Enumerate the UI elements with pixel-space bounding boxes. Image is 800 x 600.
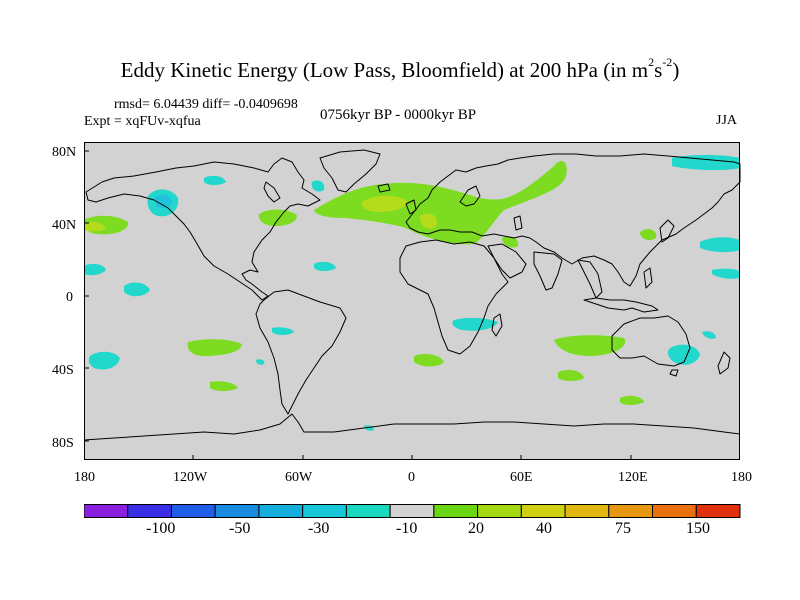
coastline-indonesia — [583, 297, 659, 313]
lon-tick-60w: 60W — [285, 470, 313, 485]
colorbar — [84, 504, 741, 518]
colorbar-label: 150 — [686, 520, 710, 537]
positive-anomaly-region — [210, 381, 238, 391]
colorbar-label: 20 — [468, 520, 484, 537]
colorbar-label: -100 — [146, 520, 176, 537]
colorbar-label: 75 — [615, 520, 631, 537]
negative-anomaly-region — [272, 327, 294, 335]
negative-anomaly-region — [124, 282, 150, 297]
period-label: 0756kyr BP - 0000kyr BP — [320, 107, 477, 123]
positive-anomaly-region — [314, 161, 567, 245]
lat-tick-80n: 80N — [52, 145, 77, 160]
positive-anomaly-region — [640, 229, 657, 240]
colorbar-swatch — [389, 504, 435, 518]
coastline-british-isles — [405, 199, 417, 215]
colorbar-swatch — [520, 504, 566, 518]
lon-tick-180e: 180 — [731, 470, 752, 485]
colorbar-swatch — [170, 504, 216, 518]
coastline-baltic — [459, 185, 481, 207]
lat-tick-40n: 40N — [52, 218, 77, 233]
colorbar-swatch — [214, 504, 260, 518]
world-map — [84, 142, 741, 460]
stats-label: rmsd= 6.04439 diff= -0.0409698 — [114, 97, 298, 112]
lon-tick-120e: 120E — [618, 470, 648, 485]
negative-anomaly-region — [700, 237, 740, 253]
positive-anomaly-region — [258, 209, 297, 226]
negative-anomaly-region — [154, 194, 172, 209]
colorbar-swatch — [608, 504, 654, 518]
lon-tick-60e: 60E — [510, 470, 533, 485]
coastline-greenland — [319, 149, 381, 193]
coastline-antarctica — [84, 413, 741, 441]
colorbar-label: 40 — [536, 520, 552, 537]
coastline-tasmania — [669, 369, 679, 377]
colorbar-swatch — [652, 504, 697, 518]
positive-anomaly-region — [84, 221, 106, 232]
positive-anomaly-region — [187, 339, 242, 356]
negative-anomaly-region — [88, 351, 120, 370]
colorbar-swatch — [345, 504, 391, 518]
positive-anomaly-region — [361, 195, 407, 212]
negative-anomaly-region — [256, 359, 265, 365]
negative-anomaly-region — [314, 261, 336, 271]
lat-tick-40s: 40S — [52, 363, 74, 378]
lon-tick-120w: 120W — [173, 470, 208, 485]
positive-anomaly-region — [554, 335, 626, 356]
coastline-caspian-sea — [513, 215, 523, 231]
plot-title: Eddy Kinetic Energy (Low Pass, Bloomfiel… — [120, 55, 680, 82]
negative-anomaly-region — [204, 175, 226, 185]
colorbar-swatch — [84, 504, 129, 518]
lat-tick-eq: 0 — [66, 290, 73, 305]
colorbar-label: -30 — [308, 520, 330, 537]
negative-anomaly-region — [84, 263, 106, 276]
coastline-new-zealand — [717, 351, 731, 375]
coastline-eurasia — [405, 153, 741, 287]
colorbar-label: -10 — [396, 520, 418, 537]
coastline-arabia — [487, 243, 527, 279]
colorbar-swatch — [302, 504, 347, 518]
colorbar-swatch — [477, 504, 522, 518]
positive-anomaly-region — [620, 395, 644, 405]
positive-anomaly-region — [420, 213, 437, 229]
lon-tick-180w: 180 — [74, 470, 95, 485]
positive-anomaly-region — [502, 236, 519, 248]
coastline-north-america — [85, 157, 321, 301]
colorbar-swatch — [258, 504, 304, 518]
negative-anomaly-region — [702, 331, 716, 339]
colorbar-swatch — [564, 504, 610, 518]
coastline-philippines — [643, 267, 653, 289]
coastline-iceland — [377, 183, 391, 193]
coastline-africa — [399, 239, 509, 355]
coastlines — [84, 149, 741, 441]
coastline-japan — [659, 219, 675, 243]
lon-tick-0: 0 — [408, 470, 415, 485]
coastline-south-america — [255, 289, 347, 415]
colorbar-label: -50 — [229, 520, 251, 537]
negative-anomaly-region — [452, 317, 498, 331]
coastline-southeast-asia — [577, 259, 603, 299]
negative-anomaly-region — [712, 268, 740, 279]
experiment-label: Expt = xqFUv-xqfua — [84, 114, 201, 129]
coastline-hudson-bay — [263, 181, 281, 203]
negative-anomaly-region — [672, 155, 740, 171]
anomaly-shading — [84, 155, 740, 431]
colorbar-swatch — [433, 504, 479, 518]
negative-anomaly-region — [667, 344, 700, 365]
positive-anomaly-region — [558, 370, 584, 381]
coastline-india — [533, 251, 563, 291]
positive-anomaly-region — [414, 354, 444, 367]
lat-tick-80s: 80S — [52, 436, 74, 451]
colorbar-swatch — [695, 504, 741, 518]
season-label: JJA — [716, 113, 738, 128]
coastline-australia — [611, 315, 691, 367]
axis-ticks — [84, 150, 632, 460]
negative-anomaly-region — [311, 180, 325, 192]
coastline-madagascar — [491, 313, 503, 337]
colorbar-swatch — [127, 504, 172, 518]
